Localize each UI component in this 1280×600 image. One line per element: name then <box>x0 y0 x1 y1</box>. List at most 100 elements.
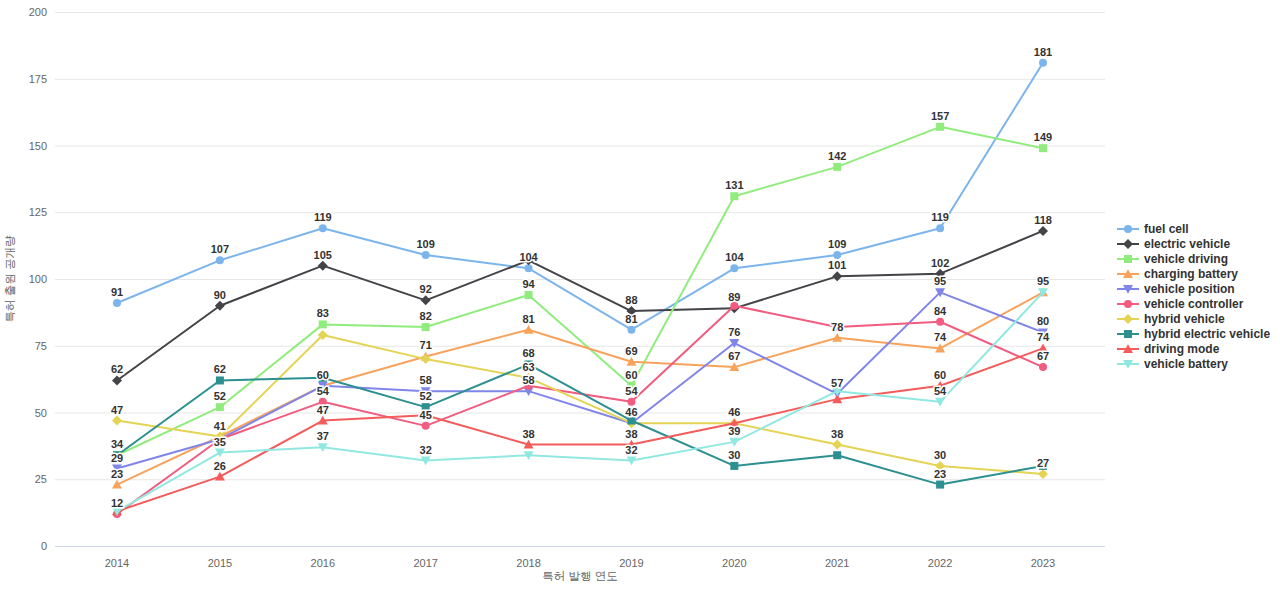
point-marker <box>936 224 944 232</box>
point-marker <box>112 480 122 489</box>
fuel-cell-legend-marker-icon <box>1117 223 1139 235</box>
x-tick-label: 2018 <box>516 557 540 569</box>
point-value-label: 80 <box>1037 315 1049 327</box>
y-tick-label: 150 <box>29 140 47 152</box>
legend-item-driving-mode[interactable]: driving mode <box>1117 343 1270 355</box>
legend-item-label: hybrid vehicle <box>1144 313 1225 325</box>
point-marker <box>525 291 533 299</box>
legend-item-label: vehicle controller <box>1144 298 1243 310</box>
point-value-label: 34 <box>111 438 124 450</box>
point-value-label: 104 <box>519 251 538 263</box>
legend-item-vehicle-position[interactable]: vehicle position <box>1117 283 1270 295</box>
point-value-label: 60 <box>317 369 329 381</box>
point-value-label: 83 <box>317 307 329 319</box>
point-value-label: 60 <box>625 369 637 381</box>
point-value-label: 58 <box>420 374 432 386</box>
point-value-label: 62 <box>214 363 226 375</box>
point-value-label: 52 <box>214 390 226 402</box>
y-tick-label: 50 <box>35 407 47 419</box>
point-value-label: 91 <box>111 286 123 298</box>
point-marker <box>627 398 635 406</box>
hybrid-electric-vehicle-legend-marker-icon <box>1117 328 1139 340</box>
series-line <box>117 348 1043 511</box>
point-marker <box>319 224 327 232</box>
legend-item-label: hybrid electric vehicle <box>1144 328 1270 340</box>
point-value-label: 104 <box>725 251 744 263</box>
point-value-label: 94 <box>522 278 535 290</box>
point-marker <box>1038 226 1048 236</box>
point-marker <box>832 440 842 450</box>
point-value-label: 90 <box>214 289 226 301</box>
point-value-label: 157 <box>931 110 949 122</box>
point-value-label: 142 <box>828 150 846 162</box>
x-tick-label: 2020 <box>722 557 746 569</box>
point-value-label: 109 <box>416 238 434 250</box>
point-marker <box>113 299 121 307</box>
point-value-label: 105 <box>314 249 332 261</box>
point-marker <box>936 123 944 131</box>
legend-item-vehicle-driving[interactable]: vehicle driving <box>1117 253 1270 265</box>
legend-item-label: vehicle driving <box>1144 253 1228 265</box>
x-tick-label: 2017 <box>413 557 437 569</box>
legend-item-charging-battery[interactable]: charging battery <box>1117 268 1270 280</box>
point-value-label: 23 <box>111 468 123 480</box>
point-value-label: 30 <box>728 449 740 461</box>
series-driving-mode <box>112 344 1048 516</box>
point-value-label: 46 <box>728 406 740 418</box>
x-axis-title: 특허 발행 연도 <box>542 570 617 582</box>
point-value-label: 67 <box>728 350 740 362</box>
point-value-label: 68 <box>522 347 534 359</box>
point-value-label: 88 <box>625 294 637 306</box>
series-line <box>117 364 1043 484</box>
point-value-label: 47 <box>317 404 329 416</box>
point-value-label: 78 <box>831 321 843 333</box>
point-value-label: 71 <box>420 339 432 351</box>
point-value-label: 82 <box>420 310 432 322</box>
x-tick-label: 2014 <box>105 557 129 569</box>
point-value-label: 131 <box>725 179 743 191</box>
point-value-label: 60 <box>934 369 946 381</box>
point-marker <box>318 261 328 271</box>
series-line <box>117 292 1043 484</box>
x-tick-label: 2016 <box>311 557 335 569</box>
y-tick-label: 125 <box>29 206 47 218</box>
y-tick-label: 75 <box>35 340 47 352</box>
point-value-label: 107 <box>211 243 229 255</box>
point-value-label: 76 <box>728 326 740 338</box>
legend-item-hybrid-vehicle[interactable]: hybrid vehicle <box>1117 313 1270 325</box>
point-marker <box>833 451 841 459</box>
y-tick-label: 175 <box>29 73 47 85</box>
point-value-label: 38 <box>625 428 637 440</box>
y-axis-title: 특허 출원 공개량 <box>4 235 16 322</box>
vehicle-battery-legend-marker-icon <box>1117 358 1139 370</box>
legend-item-label: electric vehicle <box>1144 238 1230 250</box>
point-value-label: 27 <box>1037 457 1049 469</box>
legend-item-vehicle-controller[interactable]: vehicle controller <box>1117 298 1270 310</box>
point-marker <box>1123 314 1133 324</box>
point-marker <box>216 403 224 411</box>
point-value-label: 101 <box>828 259 846 271</box>
point-value-label: 38 <box>522 428 534 440</box>
point-value-label: 58 <box>522 374 534 386</box>
point-value-label: 29 <box>111 452 123 464</box>
vehicle-position-legend-marker-icon <box>1117 283 1139 295</box>
point-marker <box>730 192 738 200</box>
series-line <box>117 63 1043 330</box>
point-marker <box>524 325 534 334</box>
point-value-label: 52 <box>420 390 432 402</box>
legend-item-fuel-cell[interactable]: fuel cell <box>1117 223 1270 235</box>
point-value-label: 35 <box>214 436 226 448</box>
series-hybrid-electric-vehicle <box>113 360 1047 488</box>
legend-item-vehicle-battery[interactable]: vehicle battery <box>1117 358 1270 370</box>
electric-vehicle-legend-marker-icon <box>1117 238 1139 250</box>
legend-item-electric-vehicle[interactable]: electric vehicle <box>1117 238 1270 250</box>
point-value-label: 149 <box>1034 131 1052 143</box>
legend-item-hybrid-electric-vehicle[interactable]: hybrid electric vehicle <box>1117 328 1270 340</box>
point-value-label: 23 <box>934 468 946 480</box>
x-tick-label: 2015 <box>208 557 232 569</box>
driving-mode-legend-marker-icon <box>1117 343 1139 355</box>
point-value-label: 95 <box>934 275 946 287</box>
point-marker <box>936 481 944 489</box>
point-marker <box>1039 59 1047 67</box>
series-lines <box>112 59 1048 518</box>
